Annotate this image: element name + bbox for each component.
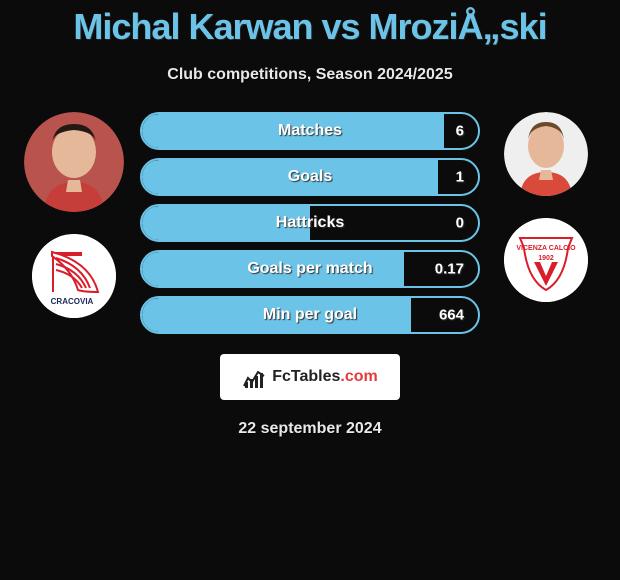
stat-value: 0 (456, 215, 464, 232)
page-title: Michal Karwan vs MroziÅ„ski (0, 0, 620, 48)
right-column: VICENZA CALCIO 1902 (486, 112, 606, 302)
stat-value: 6 (456, 123, 464, 140)
stat-value: 1 (456, 169, 464, 186)
stat-row-matches: Matches 6 (140, 112, 480, 150)
stat-label: Min per goal (263, 306, 357, 324)
stat-label: Goals per match (247, 260, 372, 278)
footer: FcTables.com 22 september 2024 (0, 354, 620, 438)
date-text: 22 september 2024 (238, 420, 381, 438)
comparison-main: CRACOVIA Matches 6 Goals 1 Hattricks 0 G… (0, 112, 620, 334)
left-column: CRACOVIA (14, 112, 134, 318)
svg-text:1902: 1902 (538, 255, 554, 262)
right-player-avatar (504, 112, 588, 196)
fctables-logo: FcTables.com (220, 354, 400, 400)
right-team-logo: VICENZA CALCIO 1902 (504, 218, 588, 302)
stat-label: Goals (288, 168, 332, 186)
subtitle: Club competitions, Season 2024/2025 (0, 66, 620, 84)
stat-row-min-per-goal: Min per goal 664 (140, 296, 480, 334)
svg-text:CRACOVIA: CRACOVIA (51, 297, 94, 306)
stats-column: Matches 6 Goals 1 Hattricks 0 Goals per … (140, 112, 480, 334)
left-team-logo: CRACOVIA (32, 234, 116, 318)
chart-icon (242, 364, 268, 390)
left-player-avatar (24, 112, 124, 212)
stat-row-goals: Goals 1 (140, 158, 480, 196)
stat-label: Hattricks (276, 214, 344, 232)
logo-text: FcTables.com (272, 368, 378, 386)
stat-value: 664 (439, 307, 464, 324)
stat-value: 0.17 (435, 261, 464, 278)
stat-row-hattricks: Hattricks 0 (140, 204, 480, 242)
stat-label: Matches (278, 122, 342, 140)
stat-row-goals-per-match: Goals per match 0.17 (140, 250, 480, 288)
svg-text:VICENZA CALCIO: VICENZA CALCIO (516, 245, 576, 252)
